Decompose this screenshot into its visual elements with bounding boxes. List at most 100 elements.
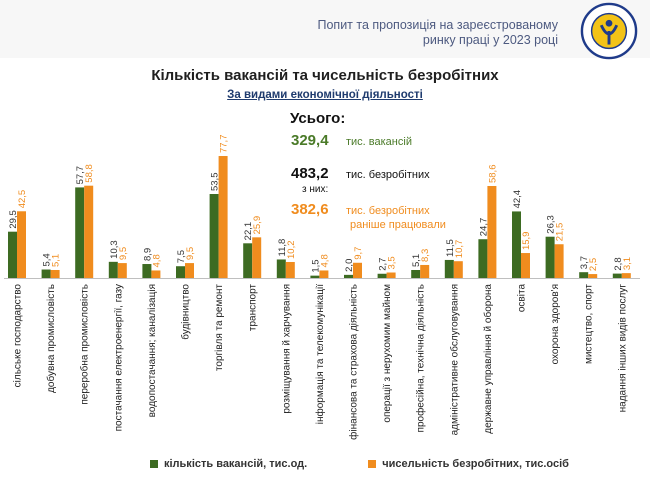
bar xyxy=(512,211,521,278)
legend-label-unemployed: чисельність безробітних, тис.осіб xyxy=(382,458,569,470)
category-label: операції з нерухомим майном xyxy=(382,284,393,423)
category-label: сільське господарство xyxy=(13,284,24,388)
data-label: 11,8 xyxy=(277,239,288,257)
summary-vacancies-unit: тис. вакансій xyxy=(346,136,412,148)
bar xyxy=(108,261,118,278)
summary-unemployed-unit: тис. безробітних xyxy=(346,169,430,181)
data-label: 1,5 xyxy=(310,259,321,272)
data-label: 11,5 xyxy=(445,239,456,257)
summary-unemployed-value: 483,2 xyxy=(291,165,329,182)
data-label: 42,4 xyxy=(512,190,523,209)
bar xyxy=(310,275,320,278)
summary-worked-unit: тис. безробітних xyxy=(346,205,430,217)
bar xyxy=(209,194,219,278)
data-label: 25,9 xyxy=(252,216,263,235)
bar xyxy=(84,185,94,278)
bar xyxy=(276,259,286,278)
data-label: 42,5 xyxy=(17,190,28,209)
summary-worked-unit2: раніше працювали xyxy=(350,219,446,231)
data-label: 29,5 xyxy=(8,210,19,229)
bar xyxy=(75,187,85,278)
category-label: розміщування й харчування xyxy=(281,284,292,414)
bar xyxy=(386,272,396,278)
bar xyxy=(621,273,631,278)
category-label: адміністративне обслуговування xyxy=(448,284,460,435)
data-label: 10,3 xyxy=(109,240,120,259)
bar xyxy=(444,259,454,278)
bar xyxy=(176,266,185,278)
data-label: 53,5 xyxy=(210,173,221,192)
category-label: освіта xyxy=(517,284,528,313)
bar xyxy=(142,264,152,278)
bar xyxy=(377,273,387,278)
bar xyxy=(453,261,463,278)
data-label: 15,9 xyxy=(521,232,532,251)
data-label: 58,8 xyxy=(84,164,95,183)
bar xyxy=(487,185,497,278)
summary-vacancies-value: 329,4 xyxy=(291,132,329,149)
bar xyxy=(588,274,598,278)
bar xyxy=(50,269,60,278)
data-label: 58,6 xyxy=(487,164,498,183)
header-bar xyxy=(0,0,650,58)
bar xyxy=(478,239,488,278)
legend-item-vacancies: кількість вакансій, тис.од. xyxy=(150,458,307,470)
bar xyxy=(41,269,51,278)
category-label: фінансова та страхова діяльність xyxy=(348,284,360,440)
data-label: 5,1 xyxy=(51,254,62,267)
category-label: торгівля та ремонт xyxy=(214,284,225,371)
category-label: мистецтво, спорт xyxy=(584,284,595,364)
bar xyxy=(545,236,555,278)
chart-title: Кількість вакансій та чисельність безроб… xyxy=(151,67,499,84)
category-label: транспорт xyxy=(248,284,259,332)
bar xyxy=(353,262,362,278)
bar xyxy=(185,263,194,278)
bar xyxy=(554,244,564,278)
data-label: 3,7 xyxy=(579,256,590,269)
data-label: 5,4 xyxy=(42,253,53,266)
bar xyxy=(243,243,253,278)
summary-total-label: Усього: xyxy=(290,110,346,127)
data-label: 8,3 xyxy=(420,249,431,262)
category-label: постачання електроенергії, газу xyxy=(113,284,124,431)
data-label: 3,5 xyxy=(387,256,398,269)
bar xyxy=(411,269,421,278)
data-label: 10,7 xyxy=(454,240,465,259)
employment-service-logo xyxy=(580,2,638,60)
data-label: 4,8 xyxy=(151,254,162,267)
data-label: 2,0 xyxy=(344,259,355,272)
data-label: 21,5 xyxy=(555,223,566,242)
legend-label-vacancies: кількість вакансій, тис.од. xyxy=(164,458,308,470)
bar xyxy=(319,270,329,278)
header-subtitle: Попит та пропозиція на зареєстрованому р… xyxy=(258,18,558,48)
data-label: 57,7 xyxy=(75,166,86,185)
bar xyxy=(218,156,228,278)
bar xyxy=(252,237,262,278)
data-label: 10,2 xyxy=(286,240,297,259)
data-label: 2,7 xyxy=(378,258,389,271)
chart-subtitle: За видами економічної діяльності xyxy=(227,89,423,101)
header-subtitle-line2: ринку праці у 2023 році xyxy=(422,33,558,47)
data-label: 9,5 xyxy=(118,247,129,260)
data-label: 2,5 xyxy=(588,258,599,271)
data-label: 24,7 xyxy=(478,218,489,237)
category-label: добувна промисловість xyxy=(45,284,57,393)
category-label: інформація та телекомунікації xyxy=(314,284,326,424)
category-label: надання інших видів послуг xyxy=(617,284,628,413)
data-label: 77,7 xyxy=(219,135,230,154)
legend-item-unemployed: чисельність безробітних, тис.осіб xyxy=(368,458,569,470)
data-label: 9,7 xyxy=(353,247,364,260)
data-label: 9,5 xyxy=(185,247,196,260)
header-subtitle-line1: Попит та пропозиція на зареєстрованому xyxy=(317,18,558,32)
category-label: охорона здоров'я xyxy=(550,284,561,364)
data-label: 8,9 xyxy=(142,248,153,261)
legend-swatch-unemployed xyxy=(368,460,377,469)
data-label: 5,1 xyxy=(411,254,422,267)
category-label: професійна, технічна діяльність xyxy=(415,284,427,432)
bar xyxy=(521,253,530,278)
category-label: будівництво xyxy=(180,284,192,340)
summary-worked-value: 382,6 xyxy=(291,201,329,218)
legend-swatch-vacancies xyxy=(150,460,158,469)
category-label: державне управління й оборона xyxy=(482,284,494,434)
